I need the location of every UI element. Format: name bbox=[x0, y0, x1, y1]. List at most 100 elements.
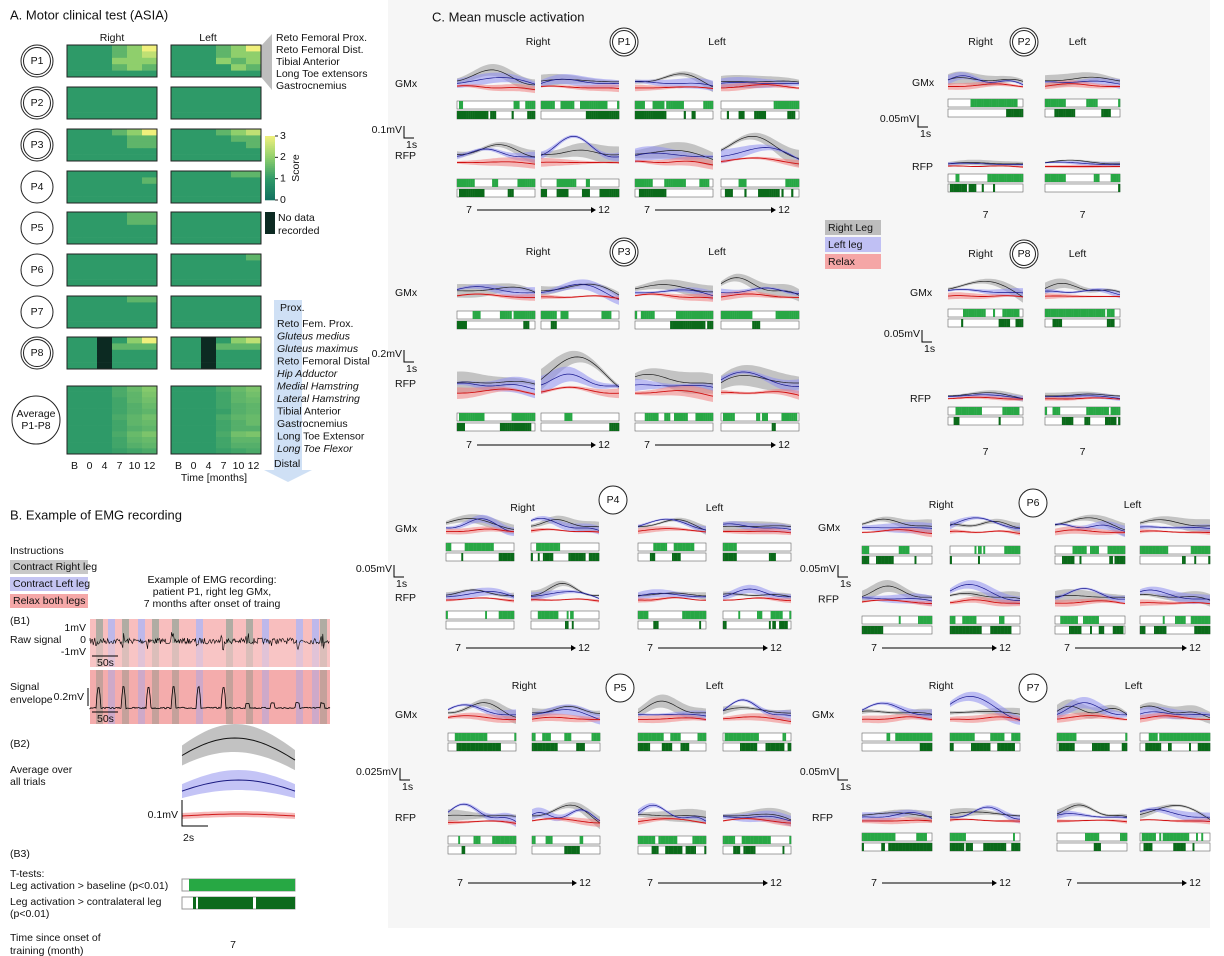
significance-fill bbox=[1081, 546, 1084, 554]
right-leg-mean bbox=[1045, 393, 1121, 397]
left-leg-band bbox=[950, 580, 1020, 605]
significance-fill bbox=[763, 111, 767, 119]
significance-fill bbox=[1103, 309, 1106, 317]
heatmap-cell bbox=[216, 349, 232, 357]
relax-band bbox=[448, 712, 516, 723]
significance-fill bbox=[1011, 743, 1014, 751]
left-leg-band bbox=[950, 516, 1020, 532]
significance-fill bbox=[648, 733, 651, 741]
significance-fill bbox=[473, 836, 476, 844]
significance-fill bbox=[734, 733, 737, 741]
significance-fill bbox=[1058, 109, 1061, 117]
significance-fill bbox=[507, 423, 510, 431]
patient-id: P2 bbox=[1018, 36, 1031, 48]
significance-fill bbox=[1064, 743, 1066, 751]
heatmap-cell bbox=[246, 386, 262, 392]
significance-fill bbox=[641, 611, 644, 619]
significance-fill bbox=[740, 179, 743, 187]
no-data-label: recorded bbox=[278, 225, 320, 237]
relax-mean bbox=[530, 598, 600, 602]
heatmap-cell bbox=[171, 321, 187, 329]
heatmap-cell bbox=[127, 437, 143, 443]
time-label: 12 bbox=[770, 877, 782, 889]
heatmap-cell bbox=[67, 442, 83, 449]
significance-fill bbox=[1112, 417, 1115, 425]
significance-fill bbox=[1067, 743, 1070, 751]
significance-fill bbox=[1103, 109, 1106, 117]
significance-fill bbox=[679, 179, 682, 187]
significance-fill bbox=[1103, 407, 1106, 415]
heatmap-cell bbox=[171, 403, 187, 409]
heatmap-cell bbox=[171, 87, 187, 94]
significance-fill bbox=[732, 311, 735, 319]
significance-fill bbox=[1072, 556, 1075, 564]
heatmap-cell bbox=[186, 51, 202, 59]
significance-fill bbox=[760, 189, 763, 197]
significance-fill bbox=[527, 413, 530, 421]
significance-fill bbox=[446, 611, 448, 619]
significance-fill bbox=[562, 189, 565, 197]
significance-fill bbox=[523, 179, 526, 187]
significance-fill bbox=[787, 179, 790, 187]
heatmap-cell bbox=[82, 224, 98, 232]
significance-fill bbox=[957, 174, 960, 182]
heatmap-cell bbox=[216, 129, 232, 136]
significance-fill bbox=[681, 321, 684, 329]
relax-band bbox=[635, 156, 713, 170]
significance-fill bbox=[1000, 99, 1003, 107]
heatmap-cell bbox=[97, 442, 113, 449]
significance-fill bbox=[650, 311, 653, 319]
significance-fill bbox=[865, 626, 868, 634]
significance-fill bbox=[784, 621, 787, 629]
right-leg-mean bbox=[638, 814, 707, 818]
significance-fill bbox=[728, 311, 731, 319]
right-leg-band bbox=[1055, 589, 1125, 603]
significance-fill bbox=[867, 626, 870, 634]
significance-fill bbox=[745, 733, 747, 741]
significance-fill bbox=[695, 611, 698, 619]
significance-fill bbox=[1002, 843, 1005, 851]
relax-mean bbox=[1044, 83, 1120, 87]
heatmap-cell bbox=[97, 397, 113, 404]
significance-fill bbox=[576, 846, 579, 854]
significance-fill bbox=[572, 101, 575, 109]
significance-fill bbox=[672, 179, 675, 187]
significance-fill bbox=[748, 733, 751, 741]
relax-mean bbox=[861, 819, 933, 822]
significance-fill bbox=[466, 413, 469, 421]
colorbar-step bbox=[265, 172, 275, 175]
heatmap-cell bbox=[67, 437, 83, 443]
significance-fill bbox=[992, 843, 994, 851]
significance-fill bbox=[523, 423, 526, 431]
significance-fill bbox=[902, 733, 905, 741]
significance-fill bbox=[1062, 556, 1064, 564]
significance-fill bbox=[650, 111, 653, 119]
significance-fill bbox=[724, 189, 728, 197]
heatmap-cell bbox=[186, 408, 202, 415]
heatmap-cell bbox=[246, 279, 262, 287]
significance-fill bbox=[674, 101, 677, 109]
significance-fill bbox=[1154, 833, 1156, 841]
heatmap-cell bbox=[171, 171, 187, 178]
significance-fill bbox=[1097, 843, 1100, 851]
significance-fill bbox=[673, 543, 676, 551]
significance-fill bbox=[1090, 616, 1092, 624]
heatmap-cell bbox=[97, 154, 113, 162]
heatmap-cell bbox=[201, 57, 217, 65]
significance-fill bbox=[646, 743, 649, 751]
significance-fill bbox=[1002, 743, 1005, 751]
significance-fill bbox=[675, 179, 679, 187]
heatmap-cell bbox=[67, 112, 83, 120]
significance-fill bbox=[791, 189, 794, 197]
significance-fill bbox=[1090, 626, 1092, 634]
significance-fill bbox=[1046, 174, 1049, 182]
significance-fill bbox=[1083, 616, 1085, 624]
significance-fill bbox=[1110, 407, 1113, 415]
significance-fill bbox=[874, 626, 877, 634]
significance-fill bbox=[746, 836, 749, 844]
significance-fill bbox=[573, 553, 576, 561]
time-label: 7 bbox=[466, 439, 472, 451]
heatmap-cell bbox=[186, 148, 202, 155]
relax-mean bbox=[721, 391, 800, 396]
significance-fill bbox=[685, 413, 688, 421]
